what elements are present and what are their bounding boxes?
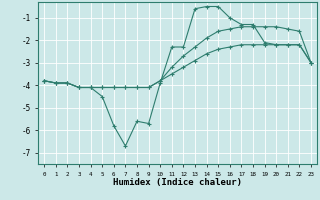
X-axis label: Humidex (Indice chaleur): Humidex (Indice chaleur) bbox=[113, 178, 242, 187]
